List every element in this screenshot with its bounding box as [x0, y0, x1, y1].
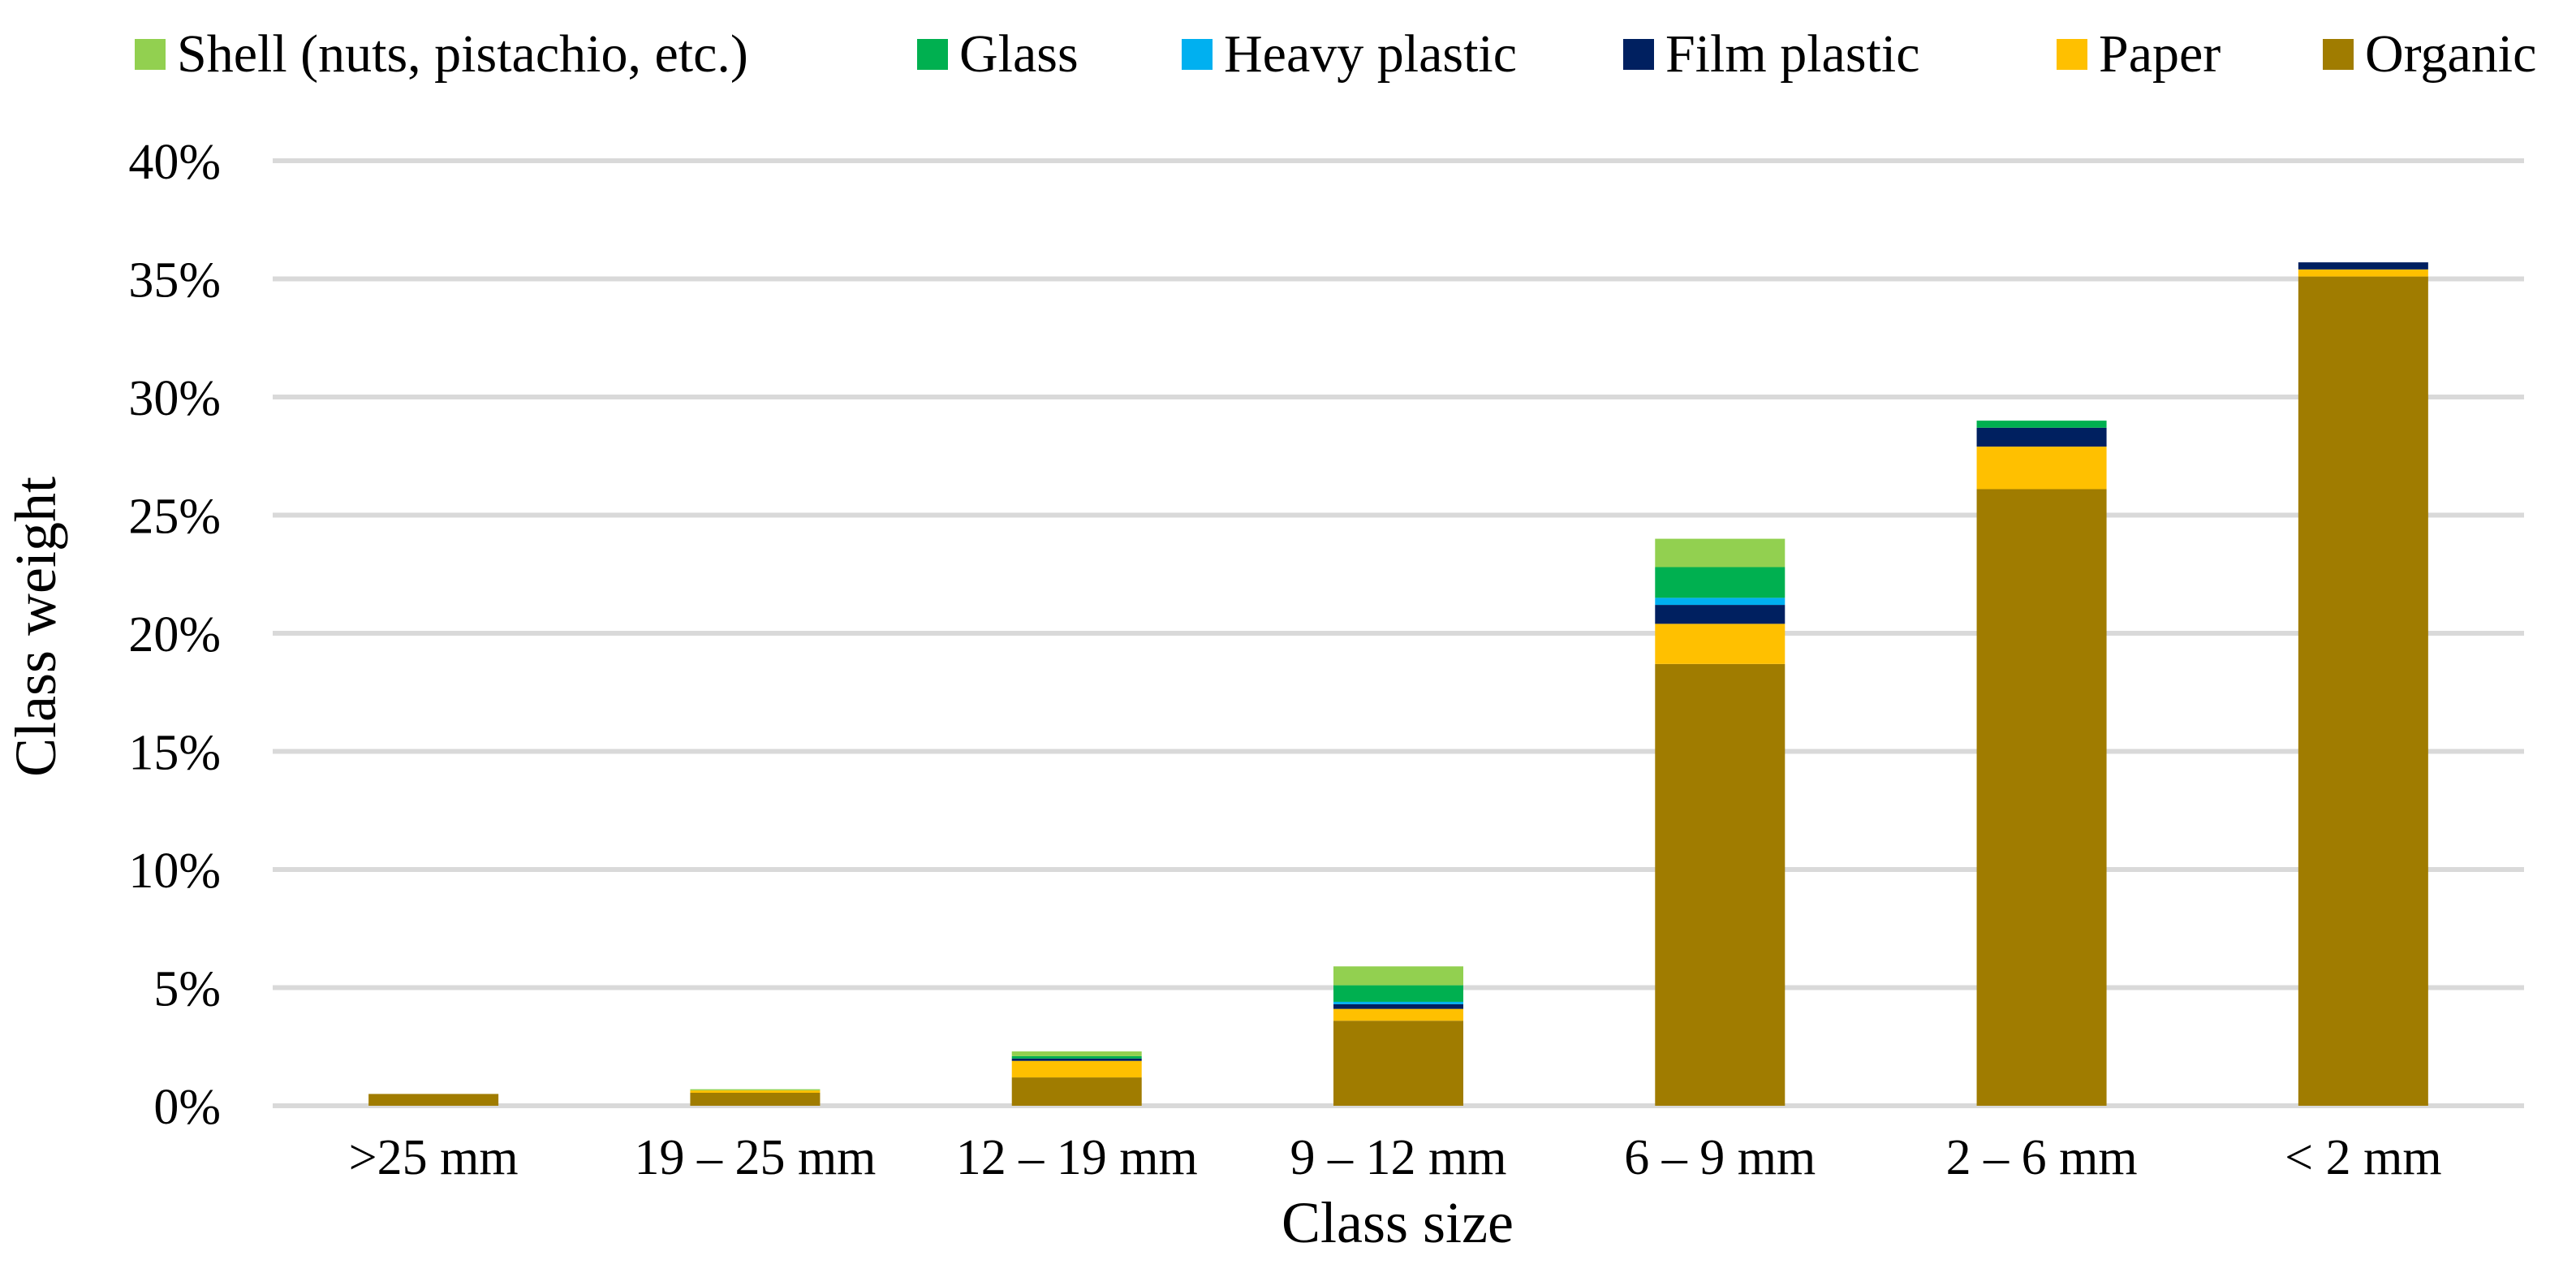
bar-segment	[1011, 1060, 1142, 1078]
bar-segment	[1976, 421, 2107, 428]
legend-label: Shell (nuts, pistachio, etc.)	[177, 24, 748, 84]
x-tick-label: 19 – 25 mm	[634, 1130, 876, 1185]
legend-swatch	[135, 39, 166, 70]
bar-segment	[1333, 966, 1463, 986]
y-tick-label: 15%	[128, 726, 221, 781]
bar-segment	[2298, 269, 2428, 277]
bar-segment	[1011, 1055, 1142, 1059]
x-axis-title: Class size	[1282, 1190, 1514, 1255]
x-tick-label: < 2 mm	[2285, 1130, 2441, 1185]
y-tick-label: 5%	[153, 962, 221, 1017]
y-tick-label: 10%	[128, 844, 221, 899]
x-tick-label: 12 – 19 mm	[956, 1130, 1198, 1185]
bar-segment	[1333, 985, 1463, 1002]
gridlines	[273, 158, 2524, 1108]
y-tick-label: 35%	[128, 253, 221, 309]
y-tick-label: 40%	[128, 135, 221, 190]
bar-segment	[1655, 624, 1786, 664]
bar-segment	[1976, 447, 2107, 490]
bar-segment	[1655, 663, 1786, 1106]
legend: Shell (nuts, pistachio, etc.) Glass Heavy …	[135, 24, 2536, 84]
legend-label: Heavy plastic	[1224, 24, 1517, 84]
y-tick-label: 25%	[128, 490, 221, 545]
x-tick-label: 6 – 9 mm	[1624, 1130, 1816, 1185]
x-tick-label: >25 mm	[349, 1130, 519, 1185]
y-axis-tick-labels: 0% 5% 10% 15% 20% 25% 30% 35% 40%	[128, 135, 221, 1135]
bar-segment	[690, 1090, 821, 1093]
bars	[368, 262, 2428, 1107]
bar-segment	[1011, 1077, 1142, 1106]
bar-segment	[1655, 567, 1786, 598]
legend-label: Paper	[2099, 24, 2221, 84]
legend-swatch	[2323, 39, 2354, 70]
y-tick-label: 30%	[128, 371, 221, 426]
legend-label: Glass	[959, 24, 1079, 84]
bar-segment	[1655, 538, 1786, 567]
bar-segment	[1011, 1051, 1142, 1056]
legend-swatch	[1623, 39, 1654, 70]
bar-segment	[2298, 262, 2428, 270]
y-tick-label: 20%	[128, 607, 221, 662]
bar-segment	[1655, 605, 1786, 624]
bar-segment	[1333, 1001, 1463, 1004]
x-tick-label: 9 – 12 mm	[1290, 1130, 1507, 1185]
bar-segment	[1976, 489, 2107, 1106]
bar-segment	[690, 1092, 821, 1106]
legend-swatch	[2057, 39, 2087, 70]
legend-label: Film plastic	[1665, 24, 1920, 84]
bar-segment	[1011, 1058, 1142, 1061]
x-axis-tick-labels: >25 mm 19 – 25 mm 12 – 19 mm 9 – 12 mm 6 – 9…	[349, 1130, 2442, 1185]
bar-segment	[1333, 1021, 1463, 1106]
bar-segment	[368, 1094, 499, 1106]
bar-segment	[1976, 427, 2107, 447]
y-tick-label: 0%	[153, 1080, 221, 1135]
bar-segment	[1655, 598, 1786, 606]
x-tick-label: 2 – 6 mm	[1946, 1130, 2138, 1185]
bar-segment	[1333, 1008, 1463, 1021]
y-axis-title: Class weight	[3, 477, 68, 777]
legend-swatch	[1182, 39, 1213, 70]
bar-segment	[1333, 1003, 1463, 1009]
legend-label: Organic	[2365, 24, 2536, 84]
legend-swatch	[917, 39, 948, 70]
bar-segment	[2298, 276, 2428, 1107]
